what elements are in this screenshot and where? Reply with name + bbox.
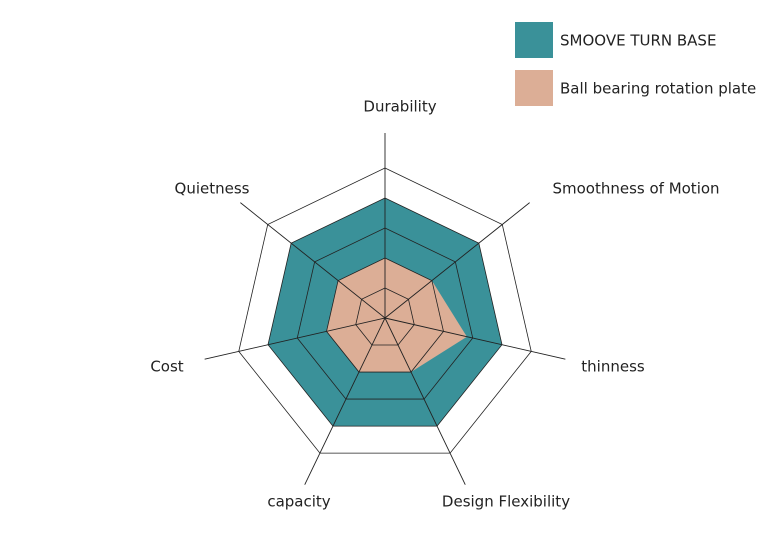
axis-line <box>384 202 530 319</box>
grid-ring <box>238 167 532 454</box>
legend-label: SMOOVE TURN BASE <box>560 32 716 50</box>
axis-line <box>384 317 566 360</box>
grid-ring <box>355 287 415 346</box>
series-area <box>326 258 467 373</box>
grid-ring <box>296 227 474 400</box>
axis-label: Design Flexibility <box>442 493 570 511</box>
axis-label: thinness <box>581 358 645 376</box>
axis-line <box>384 317 466 485</box>
grid-ring <box>326 257 444 373</box>
legend-label: Ball bearing rotation plate <box>560 80 756 98</box>
legend-swatch <box>515 22 553 58</box>
axis-line <box>204 317 386 360</box>
axis-label: Quietness <box>175 180 250 198</box>
axis-label: Smoothness of Motion <box>552 180 719 198</box>
axis-label: Durability <box>363 98 436 116</box>
axis-line <box>240 202 386 319</box>
legend-swatch <box>515 70 553 106</box>
axis-line <box>304 317 386 485</box>
grid-ring <box>267 197 503 427</box>
axis-label: Cost <box>150 358 183 376</box>
axis-label: capacity <box>267 493 330 511</box>
